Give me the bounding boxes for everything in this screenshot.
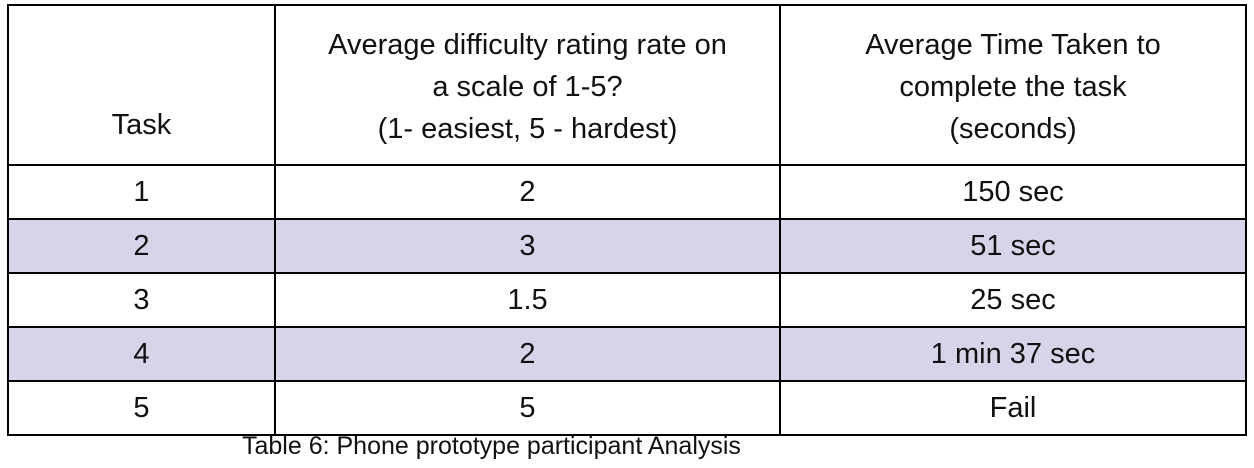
header-time-line1: Average Time Taken to bbox=[865, 29, 1161, 61]
table-header-row: Task Average difficulty rating rate on a… bbox=[7, 4, 1247, 166]
cell-time: 25 sec bbox=[779, 272, 1247, 328]
header-time: Average Time Taken to complete the task … bbox=[779, 4, 1247, 166]
table-row: 4 2 1 min 37 sec bbox=[7, 326, 1247, 382]
cell-difficulty: 3 bbox=[274, 218, 781, 274]
header-task: Task bbox=[7, 4, 276, 166]
header-difficulty-line1: Average difficulty rating rate on bbox=[328, 29, 727, 61]
table-row: 2 3 51 sec bbox=[7, 218, 1247, 274]
header-difficulty: Average difficulty rating rate on a scal… bbox=[274, 4, 781, 166]
cell-task: 2 bbox=[7, 218, 276, 274]
header-task-label: Task bbox=[111, 109, 172, 141]
cell-task: 4 bbox=[7, 326, 276, 382]
header-time-line2: complete the task bbox=[899, 71, 1127, 103]
table-row: 1 2 150 sec bbox=[7, 164, 1247, 220]
task-results-table: Task Average difficulty rating rate on a… bbox=[7, 4, 1247, 436]
cell-time: 150 sec bbox=[779, 164, 1247, 220]
header-difficulty-line2: a scale of 1-5? bbox=[432, 71, 623, 103]
header-difficulty-line3: (1- easiest, 5 - hardest) bbox=[377, 113, 678, 145]
header-time-line3: (seconds) bbox=[949, 113, 1077, 145]
cell-difficulty: 2 bbox=[274, 326, 781, 382]
cell-task: 3 bbox=[7, 272, 276, 328]
results-table-container: Task Average difficulty rating rate on a… bbox=[7, 4, 1247, 436]
cell-task: 5 bbox=[7, 380, 276, 436]
cell-difficulty: 2 bbox=[274, 164, 781, 220]
cell-time: 51 sec bbox=[779, 218, 1247, 274]
cell-time: 1 min 37 sec bbox=[779, 326, 1247, 382]
table-row: 3 1.5 25 sec bbox=[7, 272, 1247, 328]
cell-time: Fail bbox=[779, 380, 1247, 436]
cell-task: 1 bbox=[7, 164, 276, 220]
table-row: 5 5 Fail bbox=[7, 380, 1247, 436]
cell-difficulty: 1.5 bbox=[274, 272, 781, 328]
cell-difficulty: 5 bbox=[274, 380, 781, 436]
table-caption: Table 6: Phone prototype participant Ana… bbox=[242, 432, 741, 460]
